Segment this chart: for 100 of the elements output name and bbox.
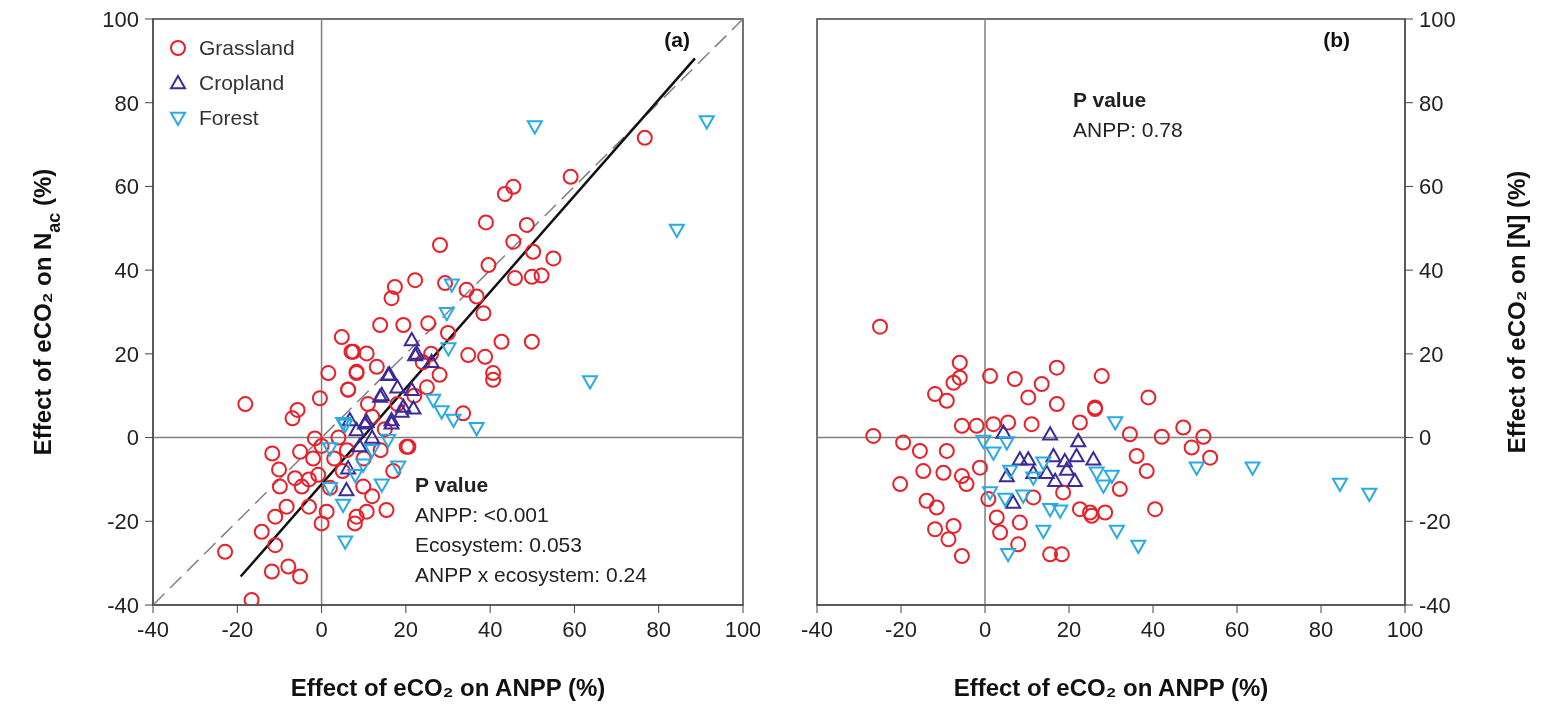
point: [390, 460, 407, 475]
point: [668, 223, 685, 238]
x-tick-label: 60: [562, 616, 587, 642]
point: [526, 120, 543, 135]
y2-axis-title: Effect of eCO₂ on [N] (%): [1503, 170, 1531, 454]
point: [351, 437, 368, 453]
point: [355, 458, 372, 473]
y2-tick-label: 100: [1419, 6, 1456, 32]
point: [1070, 432, 1087, 448]
y2-tick-label: -20: [1419, 509, 1451, 535]
x-tick-label: 0: [315, 616, 328, 642]
point: [403, 332, 420, 347]
annotation: ANPP: <0.001: [415, 502, 550, 528]
point: [1042, 426, 1059, 441]
x-tick-label: 20: [393, 616, 419, 642]
annotation: P value: [1073, 87, 1148, 113]
point: [340, 460, 357, 475]
point: [389, 379, 406, 394]
point: [995, 424, 1012, 439]
point: [1005, 494, 1022, 509]
annotation: (b): [1323, 28, 1350, 52]
point: [395, 398, 412, 413]
point: [425, 393, 442, 408]
x-tick-label: 80: [1308, 616, 1334, 642]
x-tick-label: 60: [1224, 616, 1250, 642]
point: [1042, 502, 1059, 518]
point: [341, 411, 358, 427]
point: [982, 486, 999, 501]
x-tick-label: 20: [1056, 616, 1082, 642]
point: [1015, 489, 1032, 504]
y-tick-label: -20: [107, 509, 139, 535]
y2-tick-label: 40: [1419, 257, 1444, 283]
point: [364, 443, 381, 459]
point: [423, 353, 440, 369]
point: [975, 434, 992, 449]
annotation: (a): [664, 28, 690, 52]
point: [1088, 466, 1105, 481]
point: [393, 403, 410, 418]
x-tick-label: 80: [646, 616, 671, 642]
point: [335, 498, 352, 513]
point: [698, 115, 715, 130]
y2-tick-label: 80: [1419, 90, 1444, 116]
point: [1011, 451, 1028, 466]
y-tick-label: 20: [114, 341, 139, 367]
annotation: P value: [415, 472, 490, 498]
point: [1331, 477, 1348, 493]
point: [998, 436, 1015, 451]
x-tick-label: -20: [885, 616, 917, 642]
point: [1244, 461, 1261, 476]
point: [1066, 472, 1083, 487]
point: [1035, 524, 1052, 539]
point: [438, 307, 455, 322]
point: [1361, 487, 1378, 503]
x-axis-title: Effect of eCO₂ on ANPP (%): [290, 674, 606, 702]
y-tick-label: -40: [107, 592, 139, 618]
point: [997, 492, 1014, 508]
point: [347, 468, 364, 484]
point: [1045, 447, 1062, 463]
x-tick-label: -40: [137, 616, 169, 642]
point: [348, 422, 365, 437]
y2-tick-label: -40: [1419, 592, 1451, 618]
y-tick-label: 40: [114, 257, 139, 283]
point: [373, 478, 390, 493]
point: [1130, 539, 1147, 554]
y-tick-label: 100: [102, 6, 139, 32]
annotation: Ecosystem: 0.053: [415, 532, 583, 558]
point: [582, 375, 599, 390]
point: [1188, 461, 1205, 476]
point: [1002, 464, 1019, 480]
point: [468, 422, 485, 437]
annotation: ANPP x ecosystem: 0.24: [415, 562, 647, 588]
point: [337, 535, 354, 550]
point: [1068, 447, 1085, 463]
point: [440, 342, 457, 357]
x-tick-label: 100: [724, 616, 762, 642]
point: [1108, 524, 1125, 539]
y2-tick-label: 20: [1419, 341, 1444, 367]
x-tick-label: -20: [221, 616, 254, 642]
point: [985, 446, 1002, 461]
point: [322, 442, 338, 457]
y-tick-label: 80: [114, 90, 139, 116]
legend-label: Forest: [199, 105, 259, 130]
point: [1038, 464, 1055, 479]
x-tick-label: 0: [978, 616, 992, 642]
point: [338, 481, 355, 497]
x-tick-label: -40: [801, 616, 833, 642]
x-tick-label: 40: [1140, 616, 1166, 642]
point: [433, 405, 450, 420]
point: [1052, 504, 1069, 519]
point: [405, 400, 422, 415]
point: [403, 381, 420, 397]
point: [1035, 456, 1052, 471]
x-tick-label: 100: [1386, 616, 1424, 642]
point: [1085, 451, 1102, 466]
point: [383, 411, 400, 427]
x-axis-title: Effect of eCO₂ on ANPP (%): [953, 674, 1269, 702]
point: [1047, 472, 1064, 487]
point: [1103, 469, 1120, 485]
point: [1056, 453, 1073, 468]
point: [380, 433, 397, 449]
